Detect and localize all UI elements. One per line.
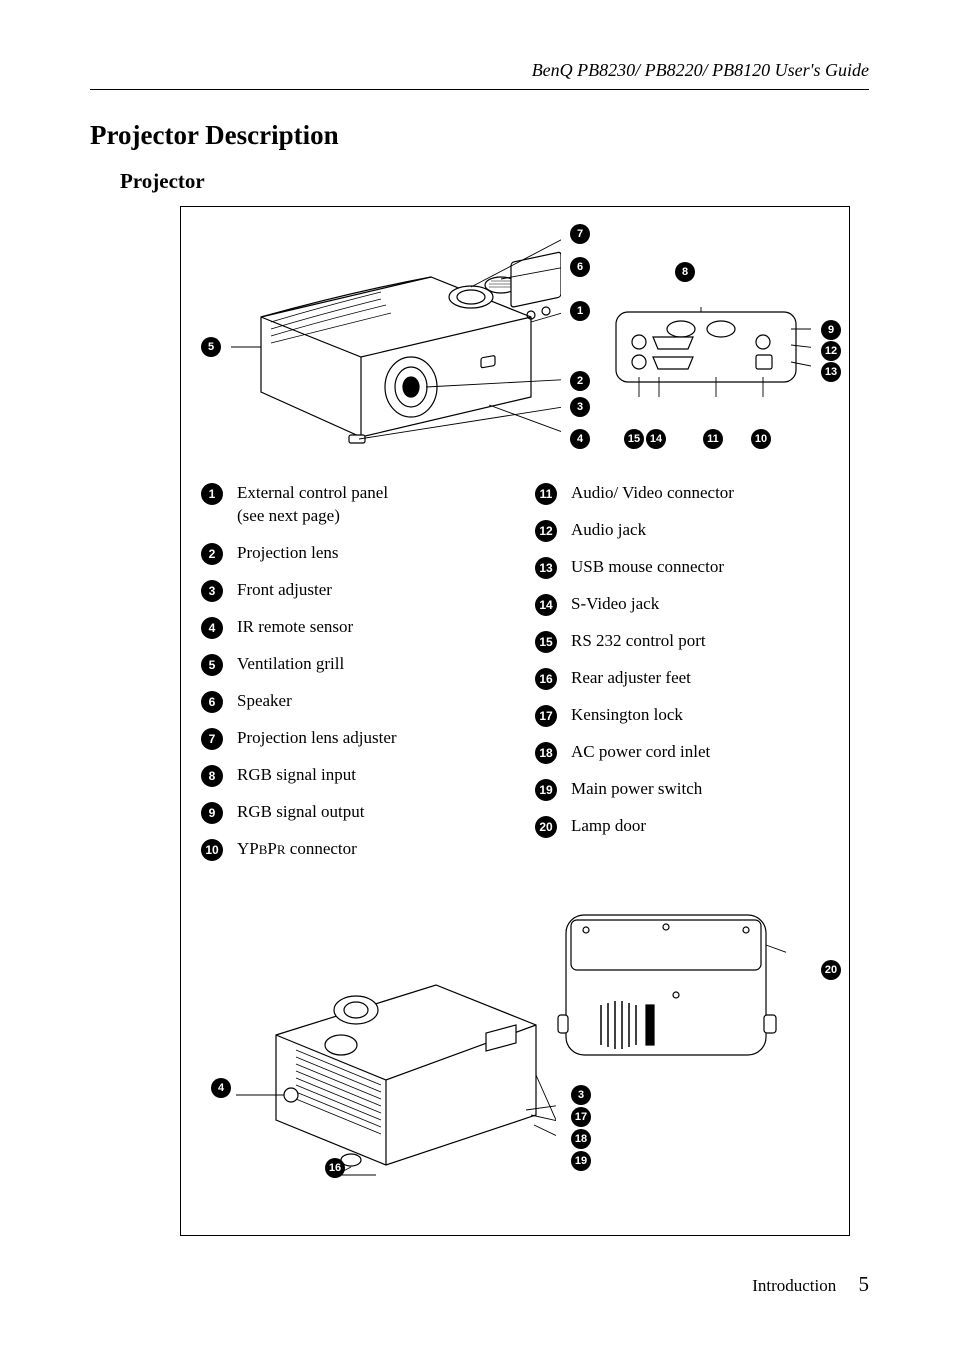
legend-bullet: 12 xyxy=(535,520,557,542)
legend-row: 8 RGB signal input xyxy=(201,764,495,787)
legend-bullet: 19 xyxy=(535,779,557,801)
legend-row: 2 Projection lens xyxy=(201,542,495,565)
legend-text: USB mouse connector xyxy=(571,556,724,579)
legend-row: 3 Front adjuster xyxy=(201,579,495,602)
callout-bullet: 7 xyxy=(570,224,590,244)
legend-bullet: 4 xyxy=(201,617,223,639)
legend-row: 1 External control panel(see next page) xyxy=(201,482,495,528)
legend-text: YPBPR connector xyxy=(237,838,357,861)
callout-bullet: 10 xyxy=(751,429,771,449)
legend-column-right: 11 Audio/ Video connector 12 Audio jack 13 US… xyxy=(535,482,829,875)
legend-text: Projection lens xyxy=(237,542,339,565)
callout-bullet: 14 xyxy=(646,429,666,449)
legend-row: 15 RS 232 control port xyxy=(535,630,829,653)
legend-text: RGB signal output xyxy=(237,801,365,824)
callout-bullet: 4 xyxy=(570,429,590,449)
callout-bullet: 17 xyxy=(571,1107,591,1127)
projector-underside-illustration xyxy=(236,915,556,1195)
legend-area: 1External control panel(see next page)2P… xyxy=(181,472,849,905)
projector-front-illustration xyxy=(231,237,561,447)
top-diagram-area: 768159121323415141110 xyxy=(181,207,849,472)
legend-text: Main power switch xyxy=(571,778,702,801)
projector-bottom-plate-illustration xyxy=(556,905,786,1075)
legend-row: 11 Audio/ Video connector xyxy=(535,482,829,505)
legend-bullet: 20 xyxy=(535,816,557,838)
legend-row: 20 Lamp door xyxy=(535,815,829,838)
callout-bullet: 5 xyxy=(201,337,221,357)
legend-row: 5 Ventilation grill xyxy=(201,653,495,676)
legend-row: 12 Audio jack xyxy=(535,519,829,542)
legend-bullet: 7 xyxy=(201,728,223,750)
subsection-title: Projector xyxy=(120,169,869,194)
callout-bullet: 1 xyxy=(570,301,590,321)
legend-bullet: 3 xyxy=(201,580,223,602)
projector-rear-panel-illustration xyxy=(611,307,811,397)
legend-bullet: 18 xyxy=(535,742,557,764)
callout-bullet: 4 xyxy=(211,1078,231,1098)
callout-bullet: 2 xyxy=(570,371,590,391)
legend-text: Audio/ Video connector xyxy=(571,482,734,505)
callout-bullet: 12 xyxy=(821,341,841,361)
callout-bullet: 9 xyxy=(821,320,841,340)
legend-text: Projection lens adjuster xyxy=(237,727,397,750)
legend-row: 4 IR remote sensor xyxy=(201,616,495,639)
section-title: Projector Description xyxy=(90,120,869,151)
legend-bullet: 9 xyxy=(201,802,223,824)
legend-row: 13 USB mouse connector xyxy=(535,556,829,579)
legend-bullet: 17 xyxy=(535,705,557,727)
legend-bullet: 15 xyxy=(535,631,557,653)
header-guide-title: BenQ PB8230/ PB8220/ PB8120 User's Guide xyxy=(90,60,869,81)
callout-bullet: 18 xyxy=(571,1129,591,1149)
legend-bullet: 6 xyxy=(201,691,223,713)
legend-bullet: 10 xyxy=(201,839,223,861)
legend-text: External control panel(see next page) xyxy=(237,482,388,528)
legend-row: 10 YPBPR connector xyxy=(201,838,495,861)
callout-bullet: 8 xyxy=(675,262,695,282)
diagram-container: 768159121323415141110 1External control … xyxy=(180,206,850,1236)
callout-bullet: 3 xyxy=(571,1085,591,1105)
legend-text: Kensington lock xyxy=(571,704,683,727)
legend-bullet: 5 xyxy=(201,654,223,676)
callout-bullet: 20 xyxy=(821,960,841,980)
legend-text: Lamp door xyxy=(571,815,646,838)
legend-row: 16 Rear adjuster feet xyxy=(535,667,829,690)
legend-bullet: 11 xyxy=(535,483,557,505)
callout-bullet: 6 xyxy=(570,257,590,277)
legend-text: S-Video jack xyxy=(571,593,659,616)
legend-bullet: 2 xyxy=(201,543,223,565)
legend-text: IR remote sensor xyxy=(237,616,353,639)
legend-text: RGB signal input xyxy=(237,764,356,787)
legend-text: Front adjuster xyxy=(237,579,332,602)
legend-row: 9 RGB signal output xyxy=(201,801,495,824)
footer-page-number: 5 xyxy=(859,1272,870,1296)
legend-bullet: 16 xyxy=(535,668,557,690)
legend-text: AC power cord inlet xyxy=(571,741,710,764)
legend-row: 17 Kensington lock xyxy=(535,704,829,727)
footer: Introduction 5 xyxy=(752,1272,869,1297)
legend-text: Rear adjuster feet xyxy=(571,667,691,690)
legend-text: RS 232 control port xyxy=(571,630,706,653)
bottom-diagram-area: 20 4 3171819 16 xyxy=(181,905,849,1235)
legend-row: 14 S-Video jack xyxy=(535,593,829,616)
legend-row: 6 Speaker xyxy=(201,690,495,713)
legend-text: Speaker xyxy=(237,690,292,713)
callout-bullet: 3 xyxy=(570,397,590,417)
footer-section-label: Introduction xyxy=(752,1276,836,1295)
legend-row: 7 Projection lens adjuster xyxy=(201,727,495,750)
callout-bullet: 13 xyxy=(821,362,841,382)
callout-bullet: 19 xyxy=(571,1151,591,1171)
callout-bullet: 11 xyxy=(703,429,723,449)
legend-bullet: 8 xyxy=(201,765,223,787)
header-divider xyxy=(90,89,869,90)
legend-bullet: 1 xyxy=(201,483,223,505)
legend-bullet: 13 xyxy=(535,557,557,579)
legend-row: 18 AC power cord inlet xyxy=(535,741,829,764)
callout-bullet: 16 xyxy=(325,1158,345,1178)
legend-text: Audio jack xyxy=(571,519,646,542)
legend-bullet: 14 xyxy=(535,594,557,616)
legend-column-left: 1External control panel(see next page)2P… xyxy=(201,482,495,875)
callout-bullet: 15 xyxy=(624,429,644,449)
legend-text: Ventilation grill xyxy=(237,653,344,676)
legend-row: 19 Main power switch xyxy=(535,778,829,801)
